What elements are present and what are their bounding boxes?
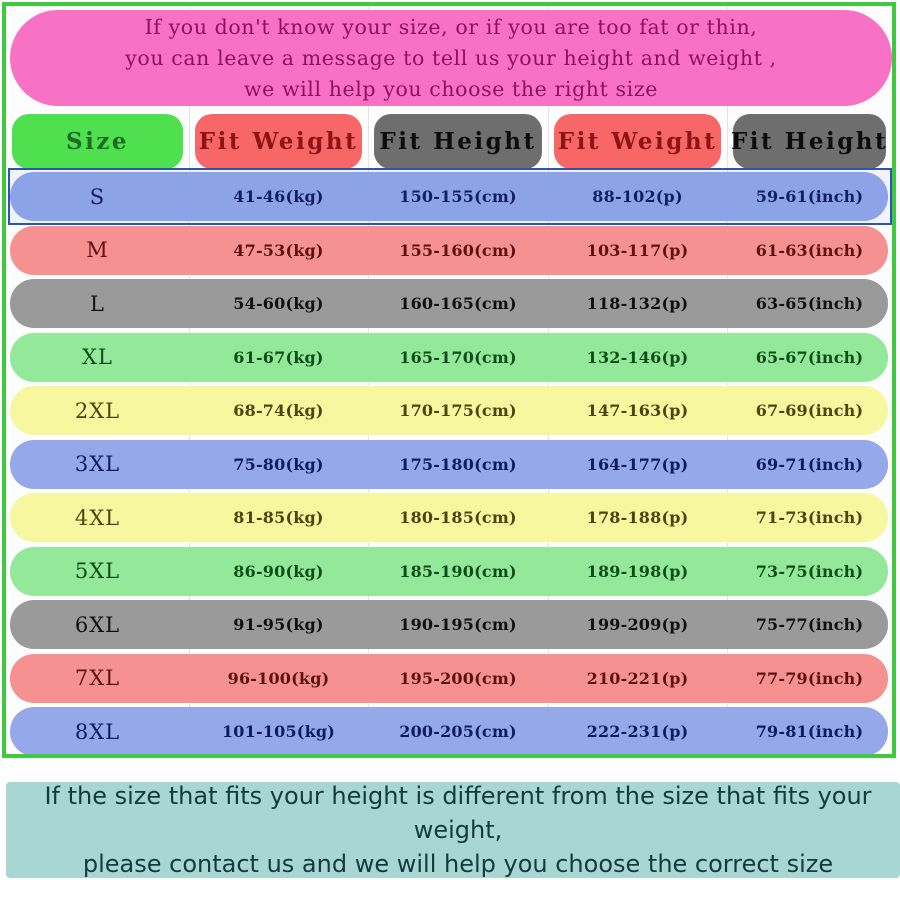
cell-fit_height_cm: 150-155(cm) bbox=[399, 187, 517, 207]
cell-fit_height_in: 59-61(inch) bbox=[755, 187, 864, 207]
cell-fit_weight_lb: 147-163(p) bbox=[586, 401, 689, 421]
footer-note: If the size that fits your height is dif… bbox=[6, 782, 900, 878]
table-header-cell-3[interactable]: Fit Weight bbox=[554, 114, 721, 169]
cell-fit_weight_kg: 96-100(kg) bbox=[227, 668, 330, 688]
cell-fit_weight_lb: 103-117(p) bbox=[586, 240, 689, 260]
cell-fit_weight_kg: 101-105(kg) bbox=[221, 722, 336, 742]
cell-fit_weight_kg: 81-85(kg) bbox=[233, 508, 324, 528]
cell-fit_height_in: 69-71(inch) bbox=[755, 454, 864, 474]
cell-fit_height_in: 77-79(inch) bbox=[755, 668, 864, 688]
cell-fit_weight_lb: 189-198(p) bbox=[586, 561, 689, 581]
cell-fit_height_in: 65-67(inch) bbox=[755, 347, 864, 367]
cell-size: 5XL bbox=[74, 559, 121, 584]
row-background bbox=[10, 439, 888, 489]
header-pill-gray: Fit Height bbox=[731, 114, 886, 169]
cell-size: L bbox=[90, 291, 105, 316]
table-row[interactable]: XL 61-67(kg) 165-170(cm) 132-146(p) 65-67(in… bbox=[6, 331, 892, 385]
cell-size: S bbox=[89, 184, 106, 209]
table-row[interactable]: 6XL 91-95(kg) 190-195(cm) 199-209(p) 75-77(i… bbox=[6, 598, 892, 652]
cell-fit_height_cm: 190-195(cm) bbox=[399, 615, 517, 635]
cell-size: XL bbox=[82, 345, 113, 370]
cell-fit_height_in: 71-73(inch) bbox=[755, 508, 864, 528]
row-background bbox=[10, 707, 888, 754]
table-row[interactable]: 5XL 86-90(kg) 185-190(cm) 189-198(p) 73-75(i… bbox=[6, 545, 892, 599]
row-background bbox=[10, 279, 888, 328]
cell-fit_weight_lb: 88-102(p) bbox=[592, 187, 683, 207]
table-row[interactable]: L 54-60(kg) 160-165(cm) 118-132(p) 63-65(inc… bbox=[6, 277, 892, 331]
cell-fit_weight_lb: 118-132(p) bbox=[586, 294, 689, 314]
footer-note-text: If the size that fits your height is dif… bbox=[44, 782, 872, 878]
cell-fit_weight_kg: 47-53(kg) bbox=[233, 240, 324, 260]
cell-size: M bbox=[86, 238, 109, 263]
row-background bbox=[10, 493, 888, 542]
cell-fit_weight_lb: 178-188(p) bbox=[586, 508, 689, 528]
intro-text: If you don't know your size, or if you a… bbox=[125, 14, 777, 101]
table-header-cell-0[interactable]: Size bbox=[12, 114, 183, 169]
table-row[interactable]: M 47-53(kg) 155-160(cm) 103-117(p) 61-63(inc… bbox=[6, 224, 892, 278]
cell-fit_height_cm: 160-165(cm) bbox=[399, 294, 517, 314]
table-header-cell-4[interactable]: Fit Height bbox=[731, 114, 886, 169]
cell-size: 6XL bbox=[74, 612, 121, 637]
cell-fit_height_cm: 170-175(cm) bbox=[399, 401, 517, 421]
cell-fit_height_in: 79-81(inch) bbox=[755, 722, 864, 742]
table-row[interactable]: 8XL 101-105(kg) 200-205(cm) 222-231(p) 79-81… bbox=[6, 705, 892, 754]
cell-fit_weight_kg: 75-80(kg) bbox=[233, 454, 324, 474]
row-background bbox=[10, 172, 888, 221]
cell-fit_height_cm: 165-170(cm) bbox=[399, 347, 517, 367]
table-header-row: Size Fit Weight Fit Height Fit Weight Fit He… bbox=[6, 110, 892, 170]
cell-fit_height_in: 75-77(inch) bbox=[755, 615, 864, 635]
row-background bbox=[10, 546, 888, 596]
cell-fit_weight_kg: 61-67(kg) bbox=[233, 347, 324, 367]
cell-fit_height_cm: 185-190(cm) bbox=[399, 561, 517, 581]
cell-fit_weight_kg: 41-46(kg) bbox=[233, 187, 324, 207]
row-background bbox=[10, 600, 888, 649]
size-chart-panel: If you don't know your size, or if you a… bbox=[2, 2, 896, 758]
table-header-cell-1[interactable]: Fit Weight bbox=[195, 114, 362, 169]
cell-fit_height_cm: 200-205(cm) bbox=[399, 722, 517, 742]
table-row[interactable]: 2XL 68-74(kg) 170-175(cm) 147-163(p) 67-69(i… bbox=[6, 384, 892, 438]
cell-fit_weight_lb: 222-231(p) bbox=[586, 722, 689, 742]
cell-size: 7XL bbox=[74, 666, 121, 691]
cell-fit_weight_lb: 164-177(p) bbox=[586, 454, 689, 474]
table-row[interactable]: 4XL 81-85(kg) 180-185(cm) 178-188(p) 71-73(i… bbox=[6, 491, 892, 545]
cell-fit_height_in: 67-69(inch) bbox=[755, 401, 864, 421]
cell-fit_weight_kg: 91-95(kg) bbox=[233, 615, 324, 635]
table-header-cell-2[interactable]: Fit Height bbox=[374, 114, 542, 169]
cell-size: 8XL bbox=[74, 719, 121, 744]
header-pill-red: Fit Weight bbox=[554, 114, 721, 169]
header-pill-red: Fit Weight bbox=[195, 114, 362, 169]
cell-fit_height_cm: 180-185(cm) bbox=[399, 508, 517, 528]
row-background bbox=[10, 653, 888, 703]
cell-fit_weight_kg: 86-90(kg) bbox=[233, 561, 324, 581]
cell-size: 3XL bbox=[74, 452, 121, 477]
header-pill-green: Size bbox=[12, 114, 183, 169]
cell-fit_height_in: 73-75(inch) bbox=[755, 561, 864, 581]
cell-fit_weight_lb: 210-221(p) bbox=[586, 668, 689, 688]
cell-fit_weight_lb: 199-209(p) bbox=[586, 615, 689, 635]
cell-fit_weight_lb: 132-146(p) bbox=[586, 347, 689, 367]
row-background bbox=[10, 225, 888, 275]
table-row[interactable]: 7XL 96-100(kg) 195-200(cm) 210-221(p) 77-79(… bbox=[6, 652, 892, 706]
cell-fit_weight_kg: 68-74(kg) bbox=[233, 401, 324, 421]
cell-fit_height_cm: 195-200(cm) bbox=[399, 668, 517, 688]
table-row[interactable]: 3XL 75-80(kg) 175-180(cm) 164-177(p) 69-71(i… bbox=[6, 438, 892, 492]
row-background bbox=[10, 386, 888, 435]
cell-size: 2XL bbox=[74, 398, 121, 423]
row-background bbox=[10, 332, 888, 382]
intro-banner: If you don't know your size, or if you a… bbox=[10, 10, 892, 106]
cell-fit_height_cm: 155-160(cm) bbox=[399, 240, 517, 260]
cell-fit_weight_kg: 54-60(kg) bbox=[233, 294, 324, 314]
table-body: S 41-46(kg) 150-155(cm) 88-102(p) 59-61(inch… bbox=[6, 170, 892, 754]
cell-fit_height_cm: 175-180(cm) bbox=[399, 454, 517, 474]
cell-size: 4XL bbox=[74, 505, 121, 530]
header-pill-gray: Fit Height bbox=[374, 114, 542, 169]
table-row[interactable]: S 41-46(kg) 150-155(cm) 88-102(p) 59-61(inch… bbox=[6, 170, 892, 224]
cell-fit_height_in: 63-65(inch) bbox=[755, 294, 864, 314]
cell-fit_height_in: 61-63(inch) bbox=[755, 240, 864, 260]
